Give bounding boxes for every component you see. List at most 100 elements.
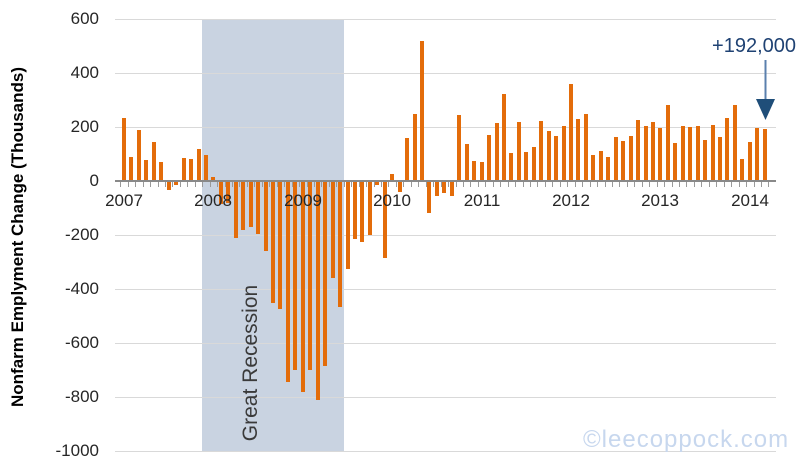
- bar: [211, 177, 215, 181]
- bar: [144, 160, 148, 181]
- month-tick: [754, 182, 755, 187]
- month-tick: [120, 182, 121, 187]
- month-tick: [716, 182, 717, 187]
- month-tick: [418, 182, 419, 187]
- month-tick: [508, 182, 509, 187]
- bar: [353, 181, 357, 239]
- month-tick: [411, 182, 412, 187]
- month-tick: [679, 182, 680, 187]
- bar: [338, 181, 342, 307]
- month-tick: [500, 182, 501, 187]
- month-tick: [403, 182, 404, 187]
- bar: [755, 128, 759, 181]
- bar: [435, 181, 439, 196]
- month-tick: [597, 182, 598, 187]
- month-tick: [724, 182, 725, 187]
- y-tick-label: -400: [64, 279, 99, 298]
- bar: [167, 181, 171, 190]
- x-year-label: 2011: [463, 191, 501, 210]
- month-tick: [731, 182, 732, 187]
- watermark: ©leecoppock.com: [583, 426, 790, 453]
- month-tick: [649, 182, 650, 187]
- bar: [427, 181, 431, 213]
- bar: [517, 122, 521, 181]
- x-year-label: 2012: [552, 191, 590, 210]
- month-tick: [277, 182, 278, 187]
- x-axis-line: [115, 180, 776, 182]
- bar: [711, 125, 715, 181]
- month-tick: [187, 182, 188, 187]
- y-tick-label: -800: [64, 387, 99, 406]
- annotation-label: +192,000: [712, 35, 796, 57]
- month-tick: [351, 182, 352, 187]
- bar: [509, 153, 513, 181]
- bar: [159, 162, 163, 181]
- month-tick: [225, 182, 226, 187]
- bar: [524, 152, 528, 181]
- bar: [487, 135, 491, 181]
- bar: [495, 123, 499, 181]
- month-tick: [768, 182, 769, 187]
- bar: [748, 142, 752, 181]
- month-tick: [709, 182, 710, 187]
- month-tick: [396, 182, 397, 187]
- month-tick: [530, 182, 531, 187]
- month-tick: [761, 182, 762, 187]
- bar: [129, 157, 133, 181]
- bar: [152, 142, 156, 181]
- bar: [457, 115, 461, 181]
- month-tick: [143, 182, 144, 187]
- y-tick-label: 0: [89, 171, 99, 190]
- month-tick: [239, 182, 240, 187]
- month-tick: [202, 182, 203, 187]
- bar: [316, 181, 320, 400]
- bar: [137, 130, 141, 181]
- bar: [539, 121, 543, 181]
- bar: [465, 144, 469, 181]
- y-tick-label: -200: [64, 225, 99, 244]
- recession-band-label: Great Recession: [239, 284, 262, 442]
- bar: [278, 181, 282, 309]
- bar: [182, 158, 186, 181]
- bar: [502, 94, 506, 181]
- bar: [368, 181, 372, 235]
- month-tick: [485, 182, 486, 187]
- bar: [621, 141, 625, 182]
- month-tick: [299, 182, 300, 187]
- bar: [405, 138, 409, 181]
- bar: [286, 181, 290, 382]
- gridline: [115, 451, 776, 452]
- bar: [584, 114, 588, 181]
- month-tick: [426, 182, 427, 187]
- month-tick: [366, 182, 367, 187]
- bar: [554, 136, 558, 181]
- gridline: [115, 289, 776, 290]
- bar: [569, 84, 573, 181]
- month-tick: [150, 182, 151, 187]
- bar: [308, 181, 312, 370]
- bar: [681, 126, 685, 181]
- bar: [547, 131, 551, 181]
- month-tick: [515, 182, 516, 187]
- annotation-arrow-icon: [756, 60, 775, 120]
- bar: [562, 126, 566, 181]
- bar: [450, 181, 454, 196]
- bar: [293, 181, 297, 370]
- month-tick: [701, 182, 702, 187]
- bar: [599, 151, 603, 181]
- x-year-label: 2009: [284, 191, 322, 210]
- month-tick: [128, 182, 129, 187]
- month-tick: [381, 182, 382, 187]
- month-tick: [344, 182, 345, 187]
- month-tick: [619, 182, 620, 187]
- month-tick: [433, 182, 434, 187]
- month-tick: [537, 182, 538, 187]
- month-tick: [232, 182, 233, 187]
- x-year-label: 2008: [194, 191, 232, 210]
- bar: [204, 155, 208, 181]
- bar: [390, 174, 394, 181]
- month-tick: [217, 182, 218, 187]
- month-tick: [627, 182, 628, 187]
- bar: [234, 181, 238, 238]
- month-tick: [657, 182, 658, 187]
